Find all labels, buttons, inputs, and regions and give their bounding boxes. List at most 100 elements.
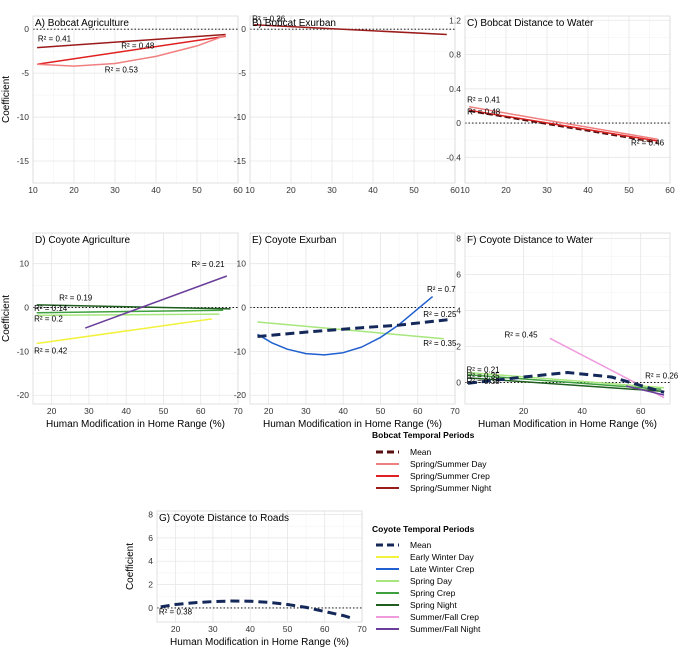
x-tick-label: 70 <box>233 406 243 416</box>
panel-b: R² = 0.36 10 20 30 40 50 60 0 -5 -10 -15 B) Bobcat … <box>234 14 460 195</box>
series-line-spring-day <box>36 313 220 317</box>
r2-label: R² = 0.19 <box>59 294 93 303</box>
r2-label: R² = 0.38 <box>159 607 193 616</box>
x-tick-label: 30 <box>327 185 337 195</box>
legend-coyote: Coyote Temporal Periods Mean Early Winter… <box>372 524 481 634</box>
r2-label: R² = 0.42 <box>34 347 68 356</box>
legend-label: Early Winter Day <box>410 552 475 562</box>
x-tick-label: 40 <box>338 406 348 416</box>
y-axis-title: Coefficient <box>1 76 12 123</box>
legend-item: Spring/Summer Crep <box>376 471 490 481</box>
r2-label: R² = 0.38 <box>467 377 501 386</box>
x-tick-label: 60 <box>636 406 646 416</box>
panel-title: C) Bobcat Distance to Water <box>467 18 594 29</box>
y-tick-label: -10 <box>234 112 247 122</box>
x-tick-label: 40 <box>583 185 593 195</box>
r2-label: R² = 0.7 <box>427 285 456 294</box>
y-tick-label: 0 <box>24 24 29 34</box>
y-tick-label: 1.2 <box>449 15 461 25</box>
x-tick-label: 50 <box>192 185 202 195</box>
y-tick-label: 0 <box>148 603 153 613</box>
panel-title: E) Coyote Exurban <box>252 235 337 246</box>
x-tick-label: 40 <box>368 185 378 195</box>
x-tick-label: 40 <box>577 406 587 416</box>
y-tick-label: 2 <box>456 341 461 351</box>
x-tick-label: 30 <box>208 624 218 634</box>
legend-label: Mean <box>410 447 432 457</box>
y-tick-label: 0.4 <box>449 84 461 94</box>
r2-label: R² = 0.48 <box>121 42 155 51</box>
panel-title: F) Coyote Distance to Water <box>467 235 593 246</box>
y-axis-title: Coefficient <box>125 543 136 590</box>
series-line-spring-summer-day <box>468 106 658 141</box>
legend-item: Spring/Summer Night <box>376 483 492 493</box>
panel-c: R² = 0.41 R² = 0.48 R² = 0.46 10 20 30 40 50 60 1… <box>446 15 675 195</box>
plot-background <box>33 233 238 404</box>
x-tick-label: 40 <box>151 185 161 195</box>
r2-label: R² = 0.53 <box>105 65 139 74</box>
x-tick-label: 30 <box>110 185 120 195</box>
legend-item: Mean <box>376 447 432 457</box>
legend-label: Spring/Summer Night <box>410 483 492 493</box>
series-line-mean <box>160 599 352 620</box>
x-tick-label: 20 <box>264 406 274 416</box>
x-tick-label: 20 <box>47 406 57 416</box>
legend-label: Spring Crep <box>410 588 456 598</box>
y-tick-label: 0 <box>456 377 461 387</box>
r2-label: R² = 0.41 <box>38 35 72 44</box>
y-tick-label: -20 <box>234 390 247 400</box>
legend-label: Spring Day <box>410 576 453 586</box>
y-tick-label: 10 <box>237 259 247 269</box>
series-line-mean <box>468 110 658 144</box>
series-line-spring-day <box>467 371 665 389</box>
y-tick-label: 0 <box>241 303 246 313</box>
x-tick-label: 10 <box>460 185 470 195</box>
y-tick-label: -10 <box>17 346 30 356</box>
x-tick-label: 60 <box>413 406 423 416</box>
y-tick-label: -5 <box>21 68 29 78</box>
r2-label: R² = 0.48 <box>467 108 501 117</box>
x-tick-label: 20 <box>519 406 529 416</box>
x-tick-label: 30 <box>542 185 552 195</box>
x-tick-label: 20 <box>501 185 511 195</box>
legend-label: Late Winter Crep <box>410 564 475 574</box>
r2-label: R² = 0.14 <box>34 304 68 313</box>
legend-item: Summer/Fall Crep <box>376 612 479 622</box>
legend-item: Mean <box>376 540 432 550</box>
x-tick-label: 40 <box>245 624 255 634</box>
x-tick-label: 30 <box>301 406 311 416</box>
series-line-mean <box>467 371 665 394</box>
y-tick-label: 0 <box>24 303 29 313</box>
series-line-late-winter-crep <box>257 296 434 356</box>
gridlines <box>249 16 456 183</box>
x-tick-label: 30 <box>84 406 94 416</box>
x-tick-label: 40 <box>121 406 131 416</box>
series-line-summer-fall-night <box>625 385 665 396</box>
x-tick-label: 20 <box>171 624 181 634</box>
gridlines <box>465 233 670 404</box>
r2-label: R² = 0.21 <box>191 260 225 269</box>
legend-item: Late Winter Crep <box>376 564 475 574</box>
r2-label: R² = 0.45 <box>505 330 539 339</box>
r2-label: R² = 0.35 <box>467 371 501 380</box>
legend-item: Early Winter Day <box>376 552 475 562</box>
legend-bobcat: Bobcat Temporal Periods Mean Spring/Summe… <box>372 430 492 493</box>
y-tick-label: -15 <box>234 156 247 166</box>
y-tick-label: -20 <box>17 390 30 400</box>
y-tick-label: -0.4 <box>446 152 461 162</box>
x-tick-label: 10 <box>245 185 255 195</box>
y-tick-label: 6 <box>148 533 153 543</box>
y-tick-label: -10 <box>234 346 247 356</box>
legend-item: Spring/Summer Day <box>376 459 487 469</box>
series-line-summer-fall-night <box>84 275 228 329</box>
y-tick-label: -5 <box>238 68 246 78</box>
y-tick-label: 0 <box>456 118 461 128</box>
x-axis-title: Human Modification in Home Range (%) <box>46 419 225 430</box>
r2-label: R² = 0.21 <box>467 366 501 375</box>
x-tick-label: 50 <box>283 624 293 634</box>
x-tick-label: 60 <box>196 406 206 416</box>
